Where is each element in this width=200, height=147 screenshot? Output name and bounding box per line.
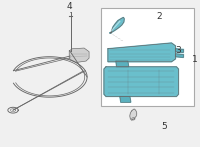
- Text: 5: 5: [162, 122, 167, 131]
- Polygon shape: [69, 48, 89, 62]
- Polygon shape: [110, 17, 124, 33]
- Polygon shape: [120, 96, 131, 102]
- Polygon shape: [175, 49, 183, 52]
- Polygon shape: [130, 109, 137, 120]
- Polygon shape: [116, 61, 129, 67]
- Text: 4: 4: [66, 2, 72, 11]
- Text: 2: 2: [157, 12, 162, 21]
- Polygon shape: [108, 43, 175, 62]
- Bar: [101, 8, 194, 106]
- Text: 3: 3: [176, 46, 181, 55]
- Polygon shape: [104, 67, 178, 96]
- Text: 1: 1: [191, 55, 197, 64]
- Polygon shape: [175, 54, 183, 57]
